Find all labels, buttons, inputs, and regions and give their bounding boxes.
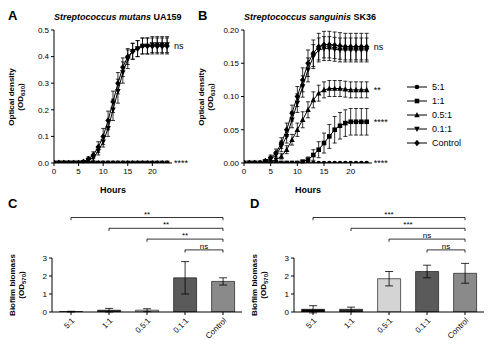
svg-text:0.4: 0.4	[38, 52, 50, 61]
svg-text:1: 1	[43, 290, 48, 299]
svg-text:15: 15	[320, 167, 329, 176]
svg-text:0.00: 0.00	[223, 159, 239, 168]
svg-text:***: ***	[384, 210, 393, 219]
html-text:0.1:1: 0.1:1	[432, 124, 452, 134]
html-text:(OD: (OD	[205, 95, 215, 111]
html-text:D: D	[250, 196, 260, 211]
svg-text:2: 2	[43, 272, 48, 281]
svg-text:****: ****	[174, 158, 189, 168]
svg-text:0.0: 0.0	[38, 159, 50, 168]
html-text:B: B	[198, 8, 208, 23]
svg-text:0.5: 0.5	[38, 26, 50, 35]
svg-text:10: 10	[293, 167, 302, 176]
svg-text:***: ***	[403, 220, 412, 229]
svg-text:5: 5	[76, 167, 81, 176]
html-text:630: 630	[209, 85, 216, 96]
html-text:Streptococcus mutans UA159: Streptococcus mutans UA159	[54, 12, 182, 22]
html-text:(OD: (OD	[15, 95, 25, 111]
html-text:Streptococcus sanguinis SK36: Streptococcus sanguinis SK36	[244, 12, 377, 22]
html-text:C: C	[8, 196, 18, 211]
svg-text:0.3: 0.3	[38, 79, 50, 88]
html-text:570: 570	[262, 274, 269, 284]
svg-text:5: 5	[268, 167, 273, 176]
html-text:Optical density: Optical density	[196, 67, 206, 126]
svg-text:2: 2	[285, 272, 290, 281]
svg-text:0: 0	[242, 167, 247, 176]
svg-text:20: 20	[148, 167, 157, 176]
svg-text:**: **	[182, 231, 188, 240]
svg-text:0.20: 0.20	[223, 26, 239, 35]
html-text:570: 570	[20, 274, 27, 284]
html-text:(OD: (OD	[16, 284, 26, 299]
html-text:Biofilm biomass: Biofilm biomass	[7, 254, 17, 316]
svg-text:0.1:1: 0.1:1	[413, 316, 432, 335]
svg-text:ns: ns	[374, 42, 384, 52]
svg-text:ns: ns	[442, 242, 450, 251]
html-text:Control: Control	[432, 138, 461, 148]
svg-text:0.10: 0.10	[223, 92, 239, 101]
svg-text:Hours: Hours	[100, 185, 126, 193]
html-text:Biofilm biomass: Biofilm biomass	[249, 254, 259, 316]
svg-text:ns: ns	[200, 242, 208, 251]
svg-text:ns: ns	[423, 231, 431, 240]
svg-text:****: ****	[374, 158, 389, 168]
svg-text:0: 0	[285, 308, 290, 317]
svg-text:15: 15	[123, 167, 132, 176]
svg-text:Hours: Hours	[295, 185, 321, 193]
svg-text:1: 1	[285, 290, 290, 299]
svg-text:20: 20	[346, 167, 355, 176]
svg-text:0.2: 0.2	[38, 106, 50, 115]
svg-text:0.1:1: 0.1:1	[171, 316, 190, 335]
svg-text:Control: Control	[204, 316, 229, 341]
svg-text:0: 0	[52, 167, 57, 176]
svg-text:**: **	[374, 85, 382, 95]
svg-text:0.15: 0.15	[223, 59, 239, 68]
html-text:630: 630	[19, 85, 26, 96]
svg-text:3: 3	[43, 254, 48, 263]
svg-text:ns: ns	[174, 41, 184, 51]
html-text:5:1: 5:1	[432, 82, 445, 92]
svg-text:**: **	[163, 220, 169, 229]
svg-text:0.5:1: 0.5:1	[375, 316, 394, 335]
svg-text:****: ****	[374, 117, 389, 127]
svg-text:Control: Control	[446, 316, 471, 341]
html-text:A: A	[8, 8, 18, 23]
svg-text:5:1: 5:1	[62, 316, 77, 331]
svg-text:0.1: 0.1	[38, 132, 50, 141]
html-text:0.5:1: 0.5:1	[432, 110, 452, 120]
html-text:1:1: 1:1	[432, 96, 445, 106]
svg-text:10: 10	[99, 167, 108, 176]
svg-text:0: 0	[43, 308, 48, 317]
svg-text:1:1: 1:1	[342, 316, 357, 331]
html-text:Optical density: Optical density	[6, 67, 16, 126]
svg-text:0.05: 0.05	[223, 126, 239, 135]
svg-text:**: **	[144, 210, 150, 219]
svg-text:1:1: 1:1	[100, 316, 115, 331]
html-text:(OD: (OD	[258, 284, 268, 299]
svg-text:3: 3	[285, 254, 290, 263]
svg-text:5:1: 5:1	[304, 316, 319, 331]
svg-text:0.5:1: 0.5:1	[133, 316, 152, 335]
